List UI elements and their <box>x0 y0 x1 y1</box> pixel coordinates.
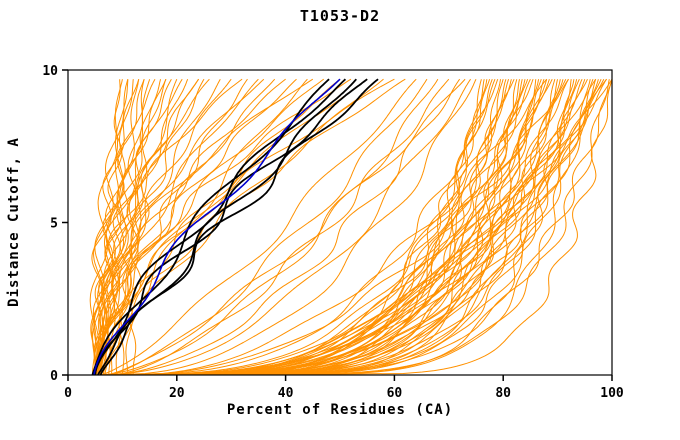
orange-mid-curve <box>106 78 428 376</box>
orange-right-curve <box>128 79 572 376</box>
orange-right-curve <box>120 79 586 376</box>
orange-right-curve <box>109 78 567 376</box>
orange-left-curve <box>92 78 243 376</box>
orange-right-curve <box>141 79 496 376</box>
orange-mid-curve <box>100 78 417 376</box>
orange-left-curve <box>128 78 200 376</box>
orange-right-curve <box>258 78 613 376</box>
orange-right-curve <box>138 79 591 376</box>
black-highlight-curve <box>99 78 379 376</box>
y-axis-label: Distance Cutoff, A <box>6 137 22 307</box>
orange-right-curve <box>112 79 597 376</box>
x-tick-label: 100 <box>600 386 624 401</box>
orange-right-curve <box>132 79 493 376</box>
orange-right-curve <box>143 79 529 376</box>
orange-right-curve <box>96 79 499 376</box>
x-tick-label: 40 <box>278 386 294 401</box>
orange-right-curve <box>102 79 594 376</box>
orange-left-curve <box>122 79 167 375</box>
y-tick-label: 0 <box>50 369 58 384</box>
orange-right-curve <box>119 78 569 376</box>
x-tick-label: 20 <box>169 386 185 401</box>
black-highlight-curve <box>91 78 330 376</box>
orange-left-curve <box>95 78 368 376</box>
orange-right-curve <box>99 79 548 376</box>
orange-right-curve <box>103 78 608 376</box>
orange-right-curve <box>107 79 534 376</box>
orange-mid-curve <box>100 78 472 376</box>
orange-right-curve <box>176 78 597 376</box>
orange-right-curve <box>113 79 610 376</box>
x-tick-label: 80 <box>495 386 511 401</box>
orange-left-curve <box>100 78 352 376</box>
orange-left-curve <box>105 79 129 376</box>
orange-right-curve <box>100 79 564 376</box>
blue-highlight-curve <box>93 78 341 376</box>
chart-title: T1053-D2 <box>300 7 380 25</box>
orange-right-curve <box>108 79 550 376</box>
plot-area: 0 20 40 60 80 100 0 5 10 <box>42 64 624 401</box>
orange-mid-curve <box>111 78 450 376</box>
orange-left-curve <box>97 78 297 376</box>
orange-mid-curve <box>106 78 461 376</box>
orange-left-curve <box>99 78 200 375</box>
orange-mid-curve <box>100 78 439 376</box>
orange-left-curve <box>118 79 145 376</box>
orange-right-curve <box>139 78 605 376</box>
orange-mid-curve <box>105 78 466 376</box>
orange-left-curve <box>94 78 314 375</box>
x-axis-label: Percent of Residues (CA) <box>227 402 453 418</box>
y-tick-label: 5 <box>50 217 58 232</box>
y-tick-label: 10 <box>42 64 58 79</box>
orange-right-curve <box>97 79 515 376</box>
orange-right-curve <box>203 78 607 376</box>
orange-right-curve <box>122 79 613 376</box>
black-highlight-curve <box>97 78 357 376</box>
orange-left-curve <box>100 78 210 376</box>
orange-right-curve <box>117 78 553 376</box>
orange-left-curve <box>102 78 248 376</box>
orange-left-curve <box>104 79 123 375</box>
orange-left-curve <box>93 78 183 376</box>
orange-left-curve <box>91 78 156 376</box>
orange-right-curve <box>231 79 613 376</box>
x-tick-label: 60 <box>387 386 403 401</box>
orange-mid-curve <box>111 78 477 376</box>
x-tick-label: 0 <box>64 386 72 401</box>
orange-right-curve <box>101 78 580 376</box>
